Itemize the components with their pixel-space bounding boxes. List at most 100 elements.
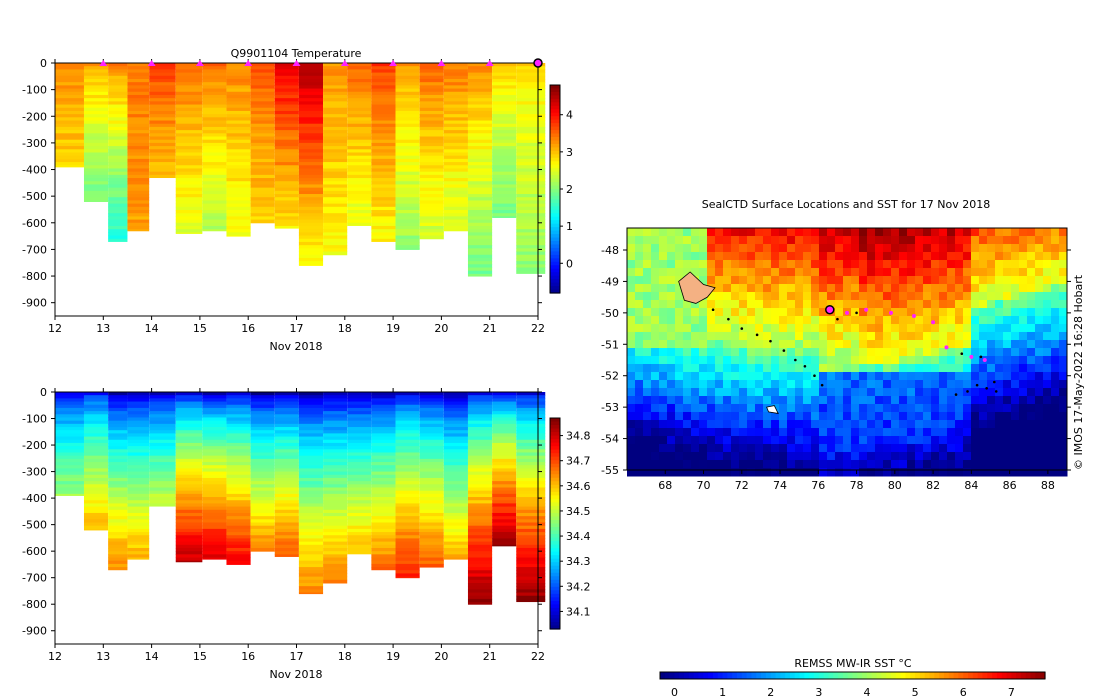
profile-cell	[108, 493, 128, 498]
profile-cell	[323, 184, 348, 189]
profile-cell	[492, 133, 517, 138]
profile-cell	[492, 110, 517, 115]
profile-cell	[347, 455, 372, 460]
profile-cell	[516, 570, 546, 574]
profile-cell	[274, 130, 299, 134]
sst-cell	[907, 340, 916, 349]
profile-cell	[467, 586, 493, 590]
profile-cell	[298, 579, 324, 584]
profile-cell	[492, 123, 517, 128]
colorbar-swatch	[823, 672, 830, 679]
profile-cell	[108, 229, 128, 233]
sst-cell	[643, 452, 652, 461]
x-tick-label: 18	[338, 650, 352, 663]
profile-cell	[323, 225, 348, 230]
profile-cell	[202, 158, 227, 163]
sst-cell	[627, 276, 636, 285]
colorbar-swatch	[550, 442, 560, 447]
map-x-ticks: 68 70 72 74 76 78 80 82 84 86 88	[658, 470, 1055, 492]
sst-cell	[987, 340, 996, 349]
sst-cell	[995, 468, 1004, 477]
sst-cell	[995, 412, 1004, 421]
profile-cell	[323, 411, 348, 415]
profile-cell	[298, 573, 324, 578]
sst-cell	[771, 244, 780, 253]
sst-cell	[923, 308, 932, 317]
sst-cell	[667, 308, 676, 317]
sst-cell	[731, 260, 740, 269]
sst-cell	[915, 364, 924, 373]
profile-cell	[395, 544, 420, 549]
sst-cell	[651, 436, 660, 445]
profile-cell	[298, 261, 324, 265]
sst-cell	[747, 420, 756, 429]
profile-cell	[149, 142, 176, 147]
sst-cell	[835, 396, 844, 405]
profile-cell	[347, 219, 372, 224]
colorbar-swatch	[703, 672, 709, 679]
profile-cell	[202, 484, 227, 488]
sst-cell	[683, 468, 692, 477]
sst-cell	[627, 316, 636, 325]
sst-cell	[675, 372, 684, 381]
sst-cell	[891, 428, 900, 437]
profile-cell	[202, 190, 227, 195]
sst-cell	[763, 284, 772, 293]
profile-cell	[175, 168, 203, 173]
profile-cell	[443, 497, 468, 501]
profile-cell	[516, 487, 546, 492]
profile-cell	[347, 468, 372, 473]
profile-cell	[149, 126, 176, 131]
sst-cell	[715, 236, 724, 245]
sst-cell	[931, 452, 940, 461]
profile-cell	[226, 490, 251, 495]
profile-cell	[347, 104, 372, 109]
sst-cell	[739, 420, 748, 429]
colorbar-swatch	[688, 672, 695, 679]
profile-cell	[443, 423, 468, 428]
sst-cell	[947, 324, 956, 333]
profile-cell	[274, 519, 299, 524]
sst-cell	[803, 468, 812, 477]
sst-cell	[819, 372, 828, 381]
sst-cell	[675, 452, 684, 461]
profile-cell	[467, 114, 493, 118]
profile-cell	[516, 126, 546, 131]
profile-cell	[108, 512, 128, 517]
profile-cell	[175, 88, 203, 93]
profile-cell	[298, 158, 324, 163]
profile-cell	[467, 551, 493, 555]
sst-cell	[667, 268, 676, 277]
sst-cell	[995, 268, 1004, 277]
sst-cell	[627, 460, 636, 469]
profile-cell	[492, 487, 517, 492]
sst-cell	[827, 452, 836, 461]
sst-cell	[963, 332, 972, 341]
sst-cell	[955, 268, 964, 277]
profile-cell	[226, 225, 251, 230]
profile-cell	[516, 427, 546, 431]
profile-cell	[323, 547, 348, 552]
profile-cell	[149, 404, 176, 409]
sst-cell	[891, 404, 900, 413]
profile-cell	[175, 465, 203, 469]
sst-cell	[651, 348, 660, 357]
sst-cell	[675, 236, 684, 245]
profile-cell	[127, 404, 150, 409]
sst-cell	[995, 372, 1004, 381]
profile-cell	[149, 75, 176, 80]
profile-cell	[516, 203, 546, 208]
profile-cell	[55, 136, 84, 141]
profile-cell	[419, 184, 444, 189]
profile-cell	[274, 184, 299, 189]
sst-cell	[1011, 228, 1020, 237]
sst-cell	[715, 404, 724, 413]
sst-cell	[795, 316, 804, 325]
sst-cell	[699, 228, 708, 237]
colorbar-swatch	[1020, 672, 1027, 679]
profile-cell	[149, 427, 176, 431]
profile-cell	[467, 222, 493, 227]
sst-cell	[675, 332, 684, 341]
profile-cell	[298, 477, 324, 482]
sst-cell	[819, 356, 828, 365]
